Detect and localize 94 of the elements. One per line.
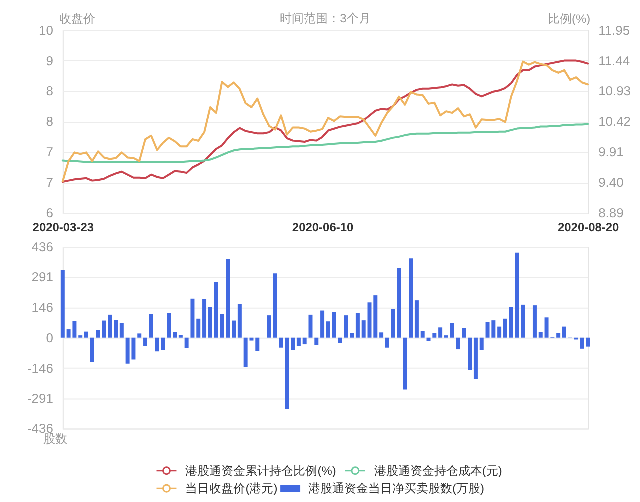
- bar: [326, 322, 330, 338]
- bar: [149, 314, 154, 338]
- bar: [414, 300, 419, 338]
- y2-tick-label: 8.89: [598, 206, 624, 221]
- bar: [308, 314, 313, 338]
- y2-tick-label: 11.95: [598, 22, 630, 38]
- y-tick-label: 8: [46, 84, 54, 99]
- legend-label: 港股通资金持仓成本(元): [374, 464, 502, 478]
- bar: [320, 310, 325, 338]
- bar: [138, 334, 142, 338]
- chart-title: 时间范围：3个月: [280, 11, 371, 26]
- y-tick-label: 146: [32, 300, 54, 315]
- bar: [196, 318, 201, 338]
- bar: [356, 313, 360, 338]
- bar: [273, 274, 278, 338]
- y-tick-label: 291: [32, 270, 54, 285]
- bar: [173, 332, 178, 338]
- bar: [84, 332, 88, 338]
- y2-tick-label: 10.93: [598, 84, 632, 99]
- legend-label: 港股通资金当日净买卖股数(万股): [308, 482, 485, 496]
- bar: [380, 332, 384, 338]
- bar: [232, 320, 236, 338]
- bar: [420, 331, 425, 338]
- bar: [426, 338, 431, 342]
- legend-label: 当日收盘价(港元): [186, 482, 278, 496]
- legend-label: 港股通资金累计持仓比例(%): [186, 464, 336, 478]
- bar: [108, 314, 112, 338]
- bar: [374, 296, 378, 338]
- y-tick-label: 7: [46, 144, 54, 160]
- bar: [256, 338, 260, 351]
- bar: [586, 338, 590, 347]
- bar: [338, 338, 342, 344]
- y-axis-title: 收盘价: [59, 12, 96, 26]
- bar: [456, 338, 460, 350]
- bar: [391, 309, 396, 338]
- bar: [432, 333, 437, 338]
- bar: [403, 338, 408, 390]
- y2-tick-label: 9.91: [598, 144, 624, 160]
- bar: [480, 338, 484, 350]
- line-series: [62, 123, 590, 164]
- bar: [538, 332, 543, 338]
- bar: [462, 328, 466, 338]
- bar: [202, 299, 207, 338]
- bar: [314, 338, 319, 346]
- bar: [238, 304, 242, 338]
- bar: [344, 316, 348, 338]
- x-tick-label: 2020-08-20: [558, 220, 620, 235]
- bar: [438, 328, 443, 338]
- bar: [468, 338, 472, 370]
- y2-tick-label: 11.44: [598, 53, 630, 68]
- bar: [409, 258, 414, 338]
- bar: [120, 323, 124, 338]
- bar: [532, 306, 537, 338]
- bar: [509, 307, 514, 338]
- bar: [267, 316, 272, 338]
- bar: [474, 338, 478, 380]
- x-tick-label: 2020-06-10: [292, 220, 354, 235]
- bar: [291, 338, 296, 350]
- bar: [296, 338, 301, 346]
- bar: [332, 312, 336, 338]
- y-tick-label: 6: [46, 206, 54, 221]
- bar: [285, 338, 290, 410]
- y-tick-label: 7: [46, 175, 54, 190]
- bar: [385, 338, 390, 348]
- y-tick-label: -291: [27, 391, 54, 406]
- bar: [503, 318, 508, 338]
- y-tick-label: 8: [46, 114, 54, 130]
- y-tick-label: 0: [46, 330, 54, 346]
- y-tick-label: -146: [27, 360, 54, 376]
- bar: [556, 333, 561, 338]
- bar: [208, 307, 212, 338]
- bar: [190, 298, 195, 338]
- y2-tick-label: 9.40: [598, 175, 624, 190]
- bar: [144, 338, 148, 346]
- bar: [60, 270, 65, 338]
- y2-tick-label: 10.42: [598, 114, 632, 130]
- y-tick-label: 436: [32, 240, 54, 254]
- bar: [362, 320, 366, 338]
- y-tick-label: 9: [46, 53, 54, 68]
- y-tick-label: 10: [38, 22, 54, 38]
- bar: [114, 320, 118, 338]
- bar: [350, 333, 354, 338]
- bar: [167, 313, 172, 338]
- bar: [226, 259, 230, 338]
- bar: [450, 323, 454, 338]
- bar: [178, 335, 183, 338]
- x-tick-label: 2020-03-23: [32, 220, 94, 235]
- bar: [279, 338, 284, 348]
- bar: [90, 338, 94, 362]
- bar: [184, 338, 189, 348]
- bar: [498, 326, 502, 338]
- y2-axis-title: 比例(%): [548, 12, 591, 26]
- bar: [302, 338, 307, 345]
- bar: [562, 326, 566, 338]
